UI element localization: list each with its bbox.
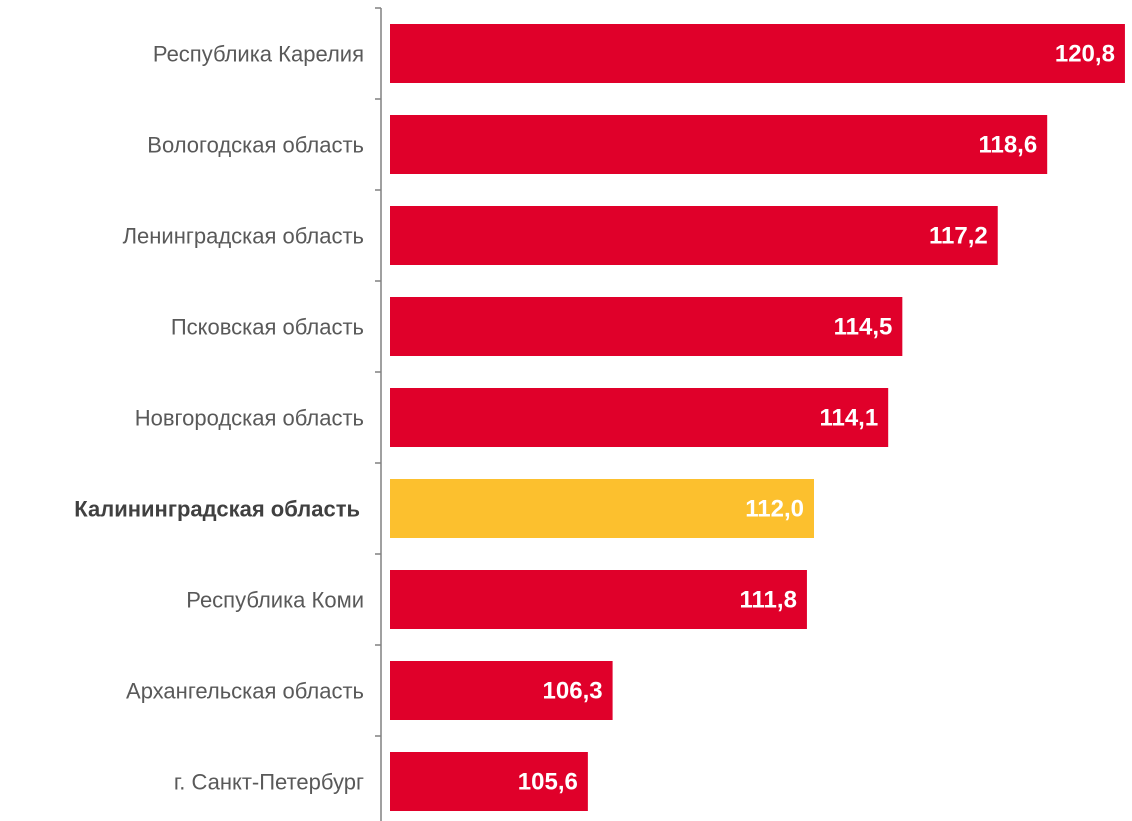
data-label: 106,3 [543,678,603,705]
category-label: Псковская область [171,315,364,340]
category-label: Архангельская область [126,679,364,704]
bars-layer [390,24,1125,811]
axis-layer [375,7,382,821]
bar [390,115,1048,174]
data-label: 117,2 [929,223,988,250]
data-label: 105,6 [518,769,578,796]
bar [390,206,998,265]
bar [390,570,807,629]
category-label: Вологодская область [147,133,364,158]
bar [390,479,814,538]
labels-layer: 120,8 Республика Карелия 118,6 Вологодская … [74,41,1115,796]
category-label: Ленинградская область [123,224,364,249]
category-label: г. Санкт-Петербург [174,770,364,795]
category-label: Новгородская область [135,406,364,431]
data-label: 112,0 [745,496,804,523]
data-label: 120,8 [1055,41,1115,68]
bar [390,297,903,356]
data-label: 114,1 [819,405,878,432]
bar [390,661,613,720]
bar [390,388,889,447]
category-label: Республика Карелия [153,42,364,67]
data-label: 111,8 [740,587,797,614]
bar [390,752,588,811]
data-label: 118,6 [978,132,1037,159]
data-label: 114,5 [834,314,893,341]
category-label: Калининградская область [74,497,360,522]
bar [390,24,1125,83]
category-label: Республика Коми [186,588,364,613]
